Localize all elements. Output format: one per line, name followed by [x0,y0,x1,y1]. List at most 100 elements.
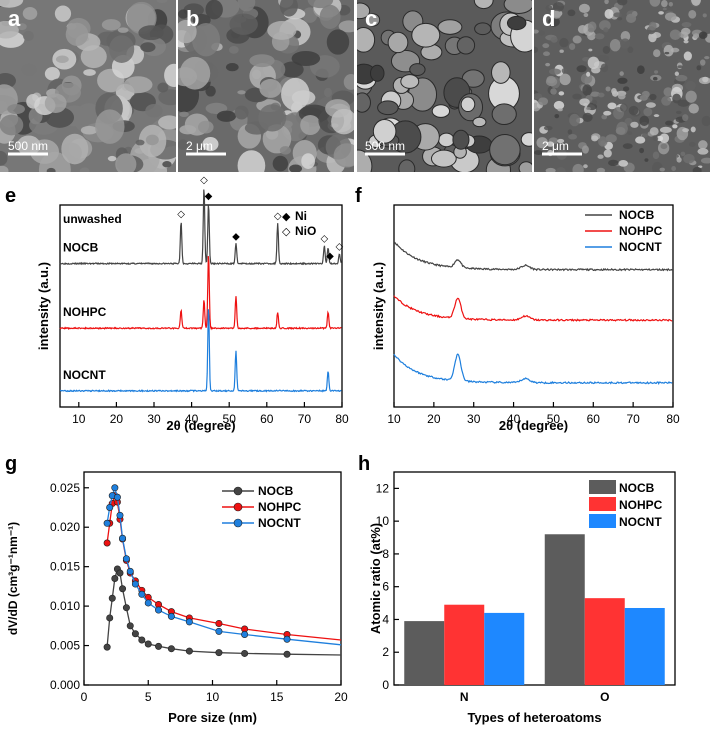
sem-particle [44,66,60,81]
sem-particle [272,155,289,172]
sem-particle [7,104,25,115]
sem-particle [683,39,689,44]
sem-particle [683,51,692,61]
sem-particle [80,125,98,135]
y-axis-label: Atomic ratio (at%) [368,523,383,634]
sem-particle [596,167,606,172]
data-point-nocnt [113,493,121,501]
panel-letter-f: f [355,185,362,207]
sem-particle [677,65,683,69]
series-line-nohpc [59,256,342,331]
sem-particle [229,13,258,35]
sem-particle [518,161,532,172]
sem-particle [586,71,591,77]
xrd-e-xtick-label: 60 [260,412,274,426]
heteroatom-ratio-chart: h 0 2 4 6 8 10 12 N O Types of heteroatoms Atomic r… [358,453,676,725]
sem-particle [559,73,571,86]
psd-xtick-label: 0 [81,690,88,704]
sem-images: a 500 nm b 2 μm c 500 nm d 2 μm [0,0,710,172]
bar-ytick-label: 2 [382,645,389,659]
sem-particle [622,86,630,92]
ni-peak-marker: ◆ [205,191,213,202]
data-point-nocb [119,585,127,593]
sem-particle [503,0,532,14]
sem-particle [649,0,661,7]
sem-particle [138,25,164,41]
sem-particle [23,30,34,42]
sem-particle [617,0,628,6]
psd-xtick-label: 20 [334,690,348,704]
sem-particle [659,126,672,134]
series-line-nocnt [106,485,342,646]
sem-particle [548,17,560,27]
sem-particle [653,114,660,118]
sem-particle [557,108,563,112]
sem-particle [656,135,664,142]
sem-particle [216,110,237,122]
sem-particle [672,124,678,129]
xrd-unwashed-chart: e 10 20 30 40 50 60 70 80 2θ (degree) intensity (a… [5,175,349,433]
sem-particle [357,149,373,172]
sem-particle [400,74,420,89]
sem-particle [16,135,41,156]
data-point-nocb [144,640,152,648]
sem-particle [387,31,409,54]
sem-panel-b: b 2 μm [178,0,354,172]
sem-particle [663,44,674,57]
sem-particle [79,167,90,172]
sem-particle [675,74,688,82]
data-point-nohpc [215,619,223,627]
legend-marker [233,486,243,496]
xrd-e-xtick-label: 50 [223,412,237,426]
data-point-nocb [111,574,119,582]
sem-particle [611,87,617,95]
panel-letter-h: h [358,453,370,475]
sem-particle [357,92,371,113]
sem-particle [534,150,544,155]
bar-nocb-n [404,621,445,685]
sem-particle [0,20,19,39]
sem-particle [357,2,371,20]
sem-particle [599,20,611,31]
data-point-nocnt [111,484,119,492]
sem-particle [558,91,565,96]
data-point-nohpc [103,539,111,547]
sem-particle [534,46,539,53]
legend-label-ni: Ni [295,209,307,223]
sem-particle [474,22,492,36]
sem-particle [569,113,581,127]
psd-xtick-label: 10 [206,690,220,704]
series-line-nocnt [59,309,342,393]
sem-particle [698,140,708,150]
sem-particle [617,77,628,84]
sem-particle [568,43,576,50]
sem-particle [567,129,573,135]
sem-particle [291,50,321,67]
ni-peak-marker: ◆ [232,231,240,242]
data-point-nocb [131,630,139,638]
series-label-nocnt: NOCNT [63,368,106,382]
sem-particle [697,148,709,155]
sem-particle [472,116,487,128]
sem-particle [0,150,8,166]
sem-particle [409,63,426,76]
sem-particle [107,155,117,162]
sem-particle [538,30,545,36]
sem-particle [366,13,381,27]
xrd-e-xtick-label: 70 [298,412,312,426]
legend-label-nocnt: NOCNT [619,515,662,529]
sem-particle [323,87,333,98]
sem-panel-letter: b [186,6,199,31]
legend-marker [233,502,243,512]
sem-particle [157,82,169,93]
sem-particle [589,91,601,97]
legend-label-nocb: NOCB [258,484,294,498]
data-point-nocb [122,604,130,612]
xrd-f-xtick-label: 30 [467,412,481,426]
bar-ytick-label: 8 [382,547,389,561]
sem-particle [178,19,197,44]
sem-particle [583,12,589,18]
sem-particle [596,54,609,62]
series-label-nocb: NOCB [63,241,99,255]
